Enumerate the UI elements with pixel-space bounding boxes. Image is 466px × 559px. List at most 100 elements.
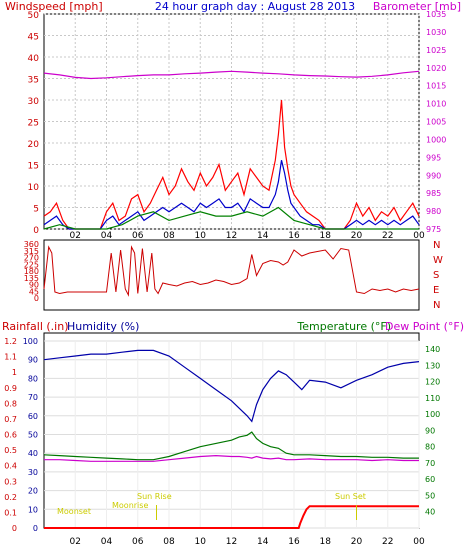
humidity-tick-label: 100 <box>23 337 38 346</box>
direction-tick-label: 135 <box>24 274 39 283</box>
temperature-tick-label: 110 <box>425 394 440 403</box>
rain-tick-label: 0.6 <box>4 431 17 440</box>
wind-tick-label: 45 <box>28 33 39 43</box>
barometer-tick-label: 1035 <box>426 10 446 19</box>
wind-axis-label: Windspeed [mph] <box>5 0 103 13</box>
climate-x-tick-label: 18 <box>320 537 332 547</box>
climate-x-tick-label: 14 <box>257 537 269 547</box>
wind-tick-label: 5 <box>33 205 39 215</box>
humidity-tick-label: 40 <box>28 449 38 458</box>
temperature-tick-label: 80 <box>425 443 435 452</box>
temperature-tick-label: 130 <box>425 361 440 370</box>
wind-tick-label: 20 <box>28 140 40 150</box>
climate-series-line <box>43 431 419 461</box>
wind-tick-label: 25 <box>28 119 39 129</box>
wind-x-tick-label: 18 <box>320 231 332 241</box>
wind-x-tick-label: 20 <box>351 231 363 241</box>
wind-tick-label: 0 <box>33 226 39 236</box>
wind-x-tick-label: 08 <box>163 231 175 241</box>
barometer-tick-label: 1000 <box>426 135 446 144</box>
sunset-annotation: Sun Set <box>335 492 366 501</box>
wind-series-line <box>43 70 420 80</box>
humidity-tick-label: 30 <box>28 468 38 477</box>
humidity-axis-label: Humidity (%) <box>67 320 139 333</box>
direction-tick-label: 360 <box>24 240 39 249</box>
barometer-tick-label: 1025 <box>426 46 446 55</box>
dewpoint-axis-label: Dew Point (°F) <box>385 320 464 333</box>
humidity-tick-label: 70 <box>28 393 38 402</box>
temperature-tick-label: 50 <box>425 491 435 500</box>
climate-x-tick-label: 20 <box>351 537 363 547</box>
series-layer <box>43 70 420 529</box>
climate-x-tick-label: 02 <box>70 537 81 547</box>
climate-x-tick-label: 00 <box>413 537 425 547</box>
direction-tick-label: 0 <box>34 294 39 303</box>
rain-tick-label: 1.1 <box>4 353 17 362</box>
direction-panel-frame <box>43 239 420 311</box>
temperature-tick-label: 90 <box>425 426 435 435</box>
wind-x-tick-label: 14 <box>257 231 269 241</box>
humidity-tick-label: 10 <box>28 505 38 514</box>
axis-layer: 0510152025303540455097598098599099510001… <box>4 10 446 547</box>
direction-tick-label: 225 <box>24 260 39 269</box>
rain-tick-label: 1 <box>12 368 17 377</box>
climate-x-tick-label: 04 <box>101 537 113 547</box>
barometer-tick-label: 1015 <box>426 82 446 91</box>
wind-x-tick-label: 04 <box>101 231 113 241</box>
barometer-tick-label: 1030 <box>426 28 446 37</box>
temperature-tick-label: 120 <box>425 378 440 387</box>
temperature-tick-label: 100 <box>425 410 440 419</box>
rain-tick-label: 0.1 <box>4 508 17 517</box>
temperature-tick-label: 60 <box>425 475 435 484</box>
temperature-tick-label: 140 <box>425 345 440 354</box>
temperature-tick-label: 70 <box>425 459 435 468</box>
direction-tick-label: 315 <box>24 247 39 256</box>
direction-series-line <box>43 245 420 297</box>
compass-label: S <box>433 270 439 281</box>
climate-x-tick-label: 06 <box>132 537 144 547</box>
wind-tick-label: 15 <box>28 162 39 172</box>
compass-label: W <box>433 255 443 266</box>
wind-x-tick-label: 22 <box>382 231 393 241</box>
rain-tick-label: 0.5 <box>4 446 17 455</box>
barometer-tick-label: 990 <box>426 171 441 180</box>
climate-x-tick-label: 12 <box>226 537 237 547</box>
temperature-axis-label: Temperature (°F) <box>296 320 391 333</box>
rainfall-axis-label: Rainfall (.in) <box>2 320 69 333</box>
climate-series-line <box>44 505 419 529</box>
barometer-tick-label: 1010 <box>426 100 446 109</box>
direction-tick-label: 45 <box>29 287 39 296</box>
barometer-axis-label: Barometer [mb] <box>373 0 461 13</box>
climate-x-tick-label: 22 <box>382 537 393 547</box>
rain-tick-label: 0.9 <box>4 384 17 393</box>
rain-tick-label: 0.2 <box>4 493 17 502</box>
barometer-tick-label: 975 <box>426 225 441 234</box>
climate-series-line <box>44 454 419 462</box>
direction-tick-label: 180 <box>24 267 39 276</box>
rain-tick-label: 0.8 <box>4 399 17 408</box>
moonrise-annotation: Moonrise <box>112 501 148 510</box>
wind-x-tick-label: 10 <box>195 231 207 241</box>
humidity-tick-label: 80 <box>28 374 38 383</box>
barometer-tick-label: 985 <box>426 189 441 198</box>
compass-label: N <box>433 240 440 251</box>
humidity-tick-label: 50 <box>28 431 38 440</box>
humidity-tick-label: 60 <box>28 412 38 421</box>
humidity-tick-label: 0 <box>33 524 38 533</box>
wind-tick-label: 10 <box>28 183 40 193</box>
humidity-tick-label: 90 <box>28 356 38 365</box>
wind-tick-label: 40 <box>28 54 40 64</box>
climate-series-line <box>43 349 420 423</box>
wind-x-tick-label: 06 <box>132 231 144 241</box>
direction-tick-label: 90 <box>29 281 39 290</box>
wind-series-line <box>43 160 420 230</box>
climate-x-tick-label: 10 <box>195 537 207 547</box>
wind-x-tick-label: 16 <box>288 231 300 241</box>
humidity-tick-label: 20 <box>28 487 38 496</box>
barometer-tick-label: 995 <box>426 153 441 162</box>
compass-label: E <box>433 285 439 296</box>
wind-tick-label: 35 <box>28 76 39 86</box>
wind-tick-label: 30 <box>28 97 40 107</box>
